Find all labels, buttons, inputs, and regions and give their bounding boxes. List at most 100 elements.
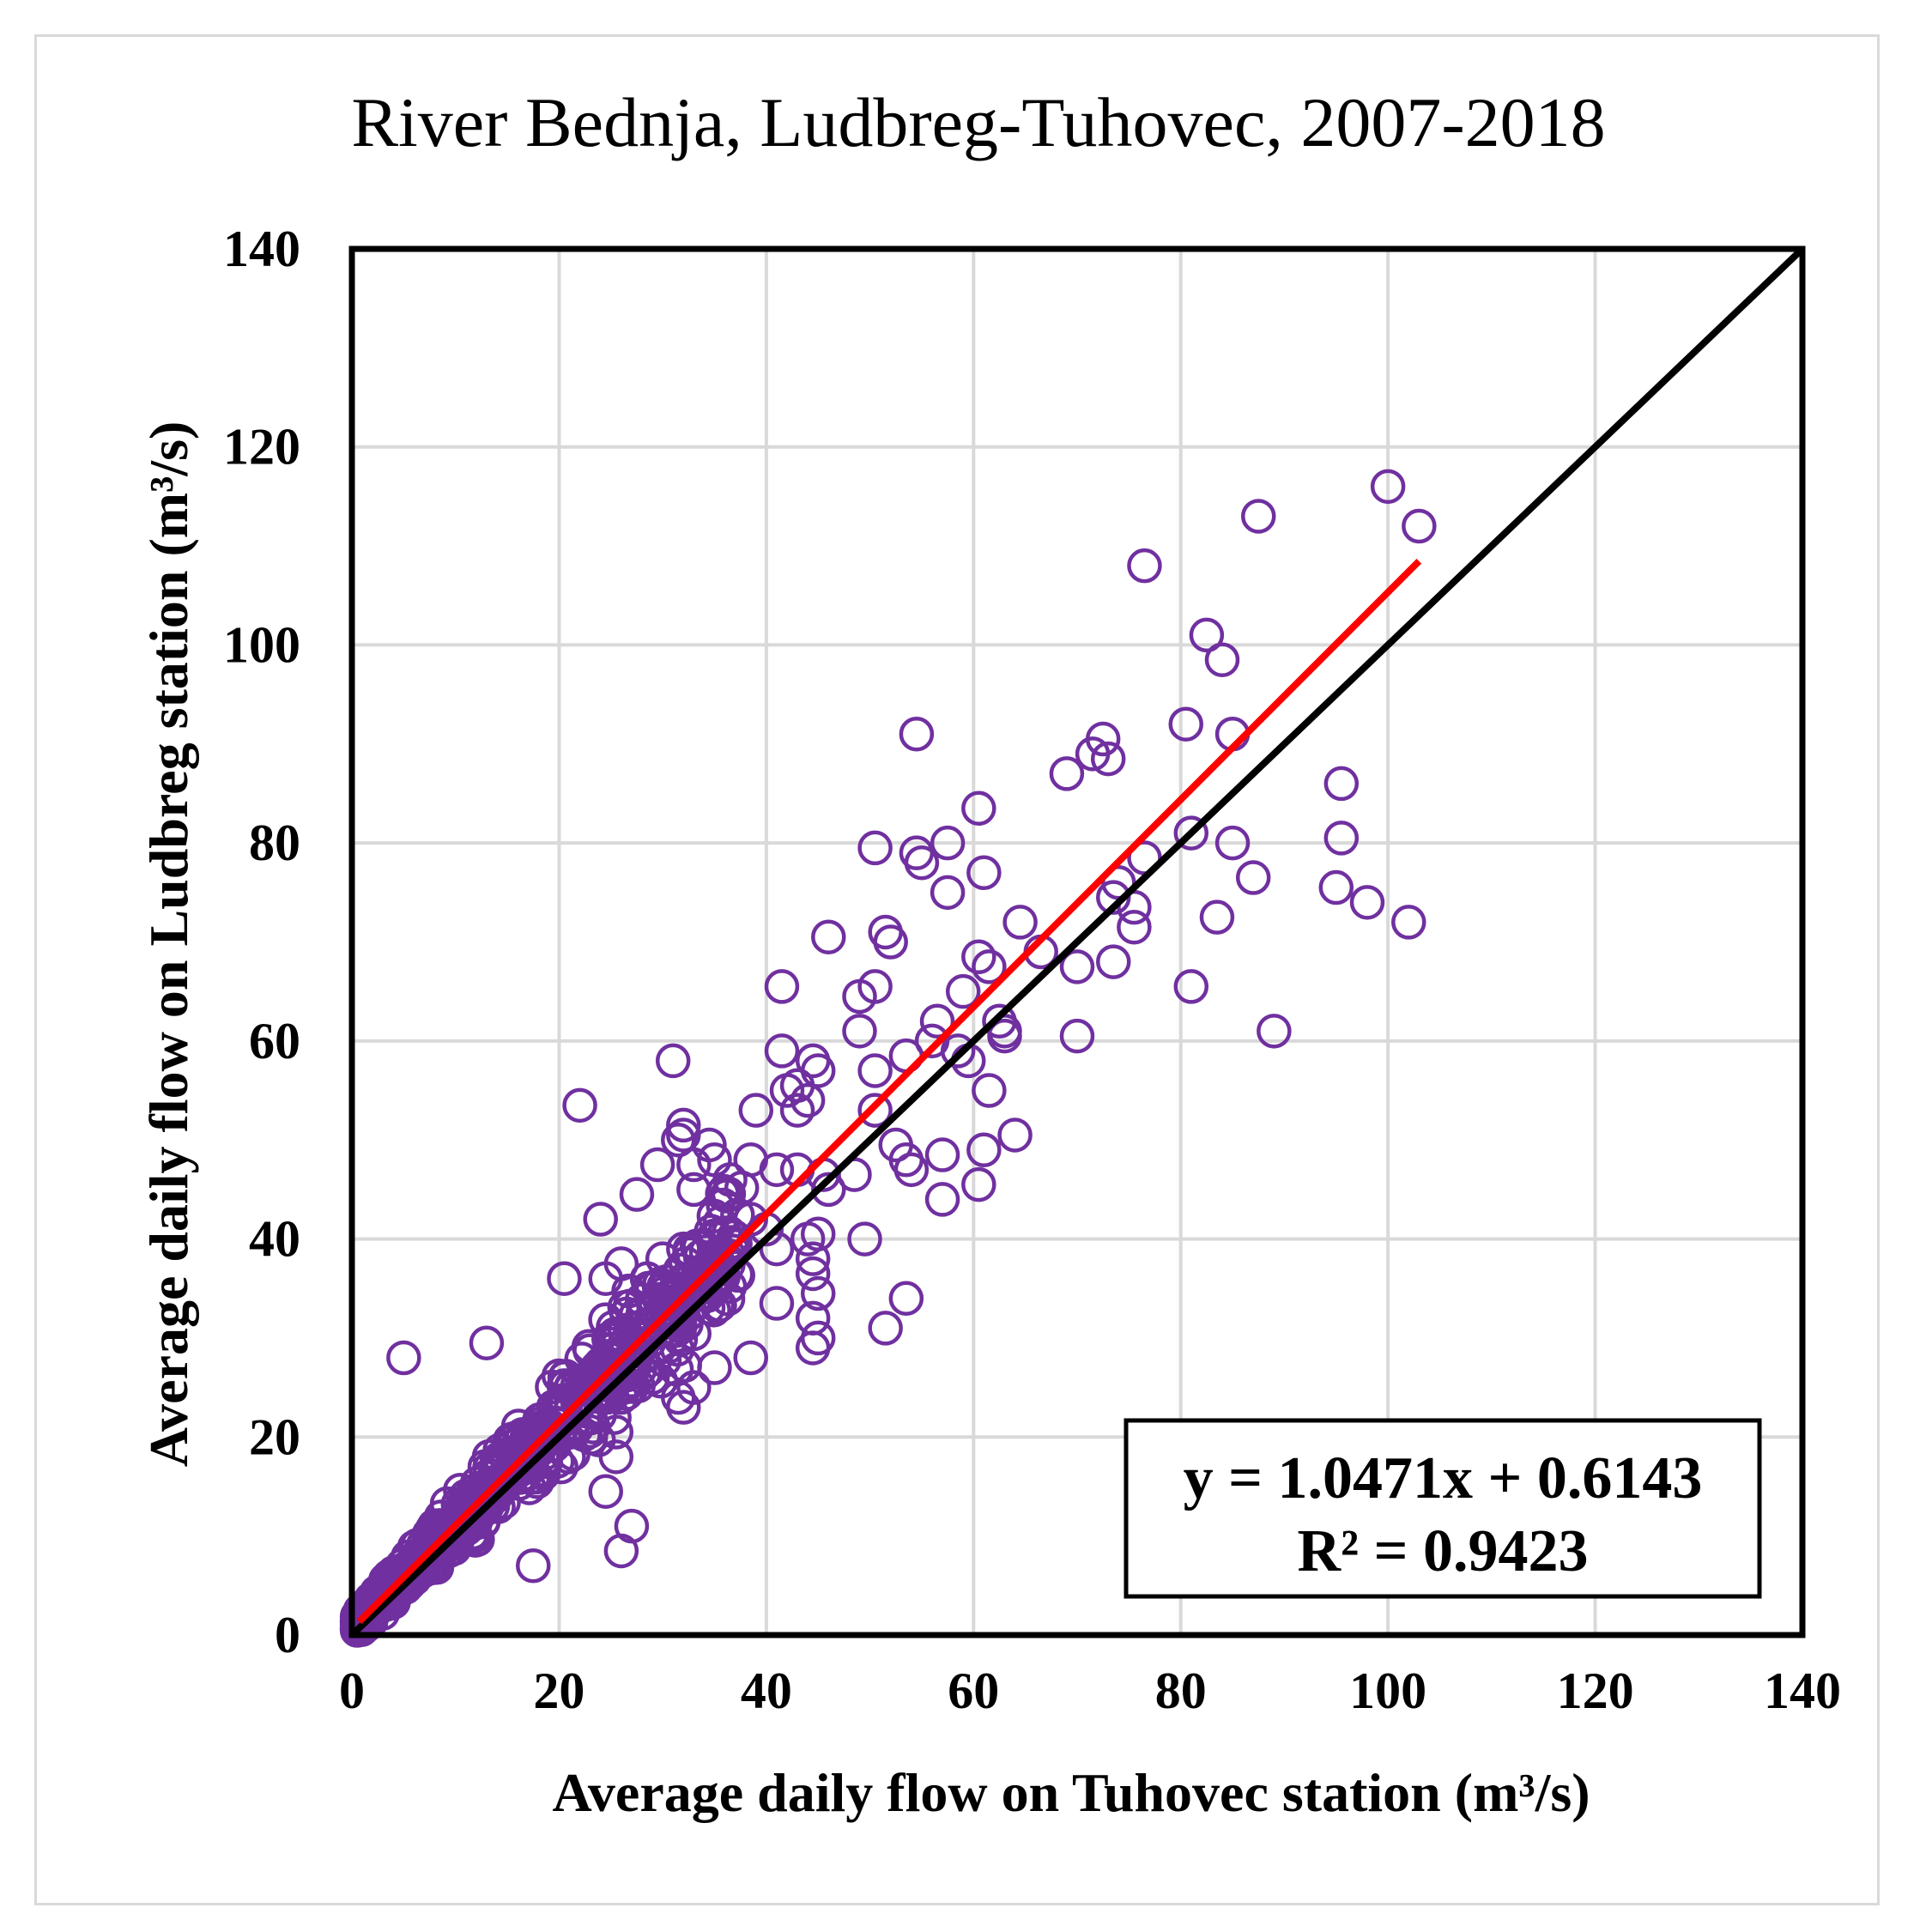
- data-point: [1349, 885, 1385, 920]
- data-point: [1204, 642, 1240, 677]
- data-point: [930, 825, 966, 861]
- data-point: [339, 1607, 375, 1642]
- data-point: [666, 1231, 701, 1267]
- data-point: [769, 1073, 805, 1108]
- data-point: [1370, 469, 1406, 505]
- data-point: [562, 1087, 597, 1123]
- data-point: [1059, 1018, 1095, 1054]
- data-point: [795, 1330, 831, 1366]
- data-point: [930, 875, 966, 911]
- y-tick-label: 120: [223, 419, 300, 475]
- data-point: [795, 1241, 831, 1276]
- data-point: [709, 1178, 744, 1214]
- data-point: [1189, 617, 1225, 653]
- data-point: [718, 1226, 753, 1262]
- x-tick-label: 40: [741, 1662, 792, 1719]
- data-point: [997, 1117, 1033, 1153]
- data-point: [764, 1033, 800, 1069]
- x-tick-label: 140: [1764, 1662, 1841, 1719]
- data-point: [468, 1469, 503, 1504]
- data-point: [645, 1241, 681, 1276]
- x-tick-label: 0: [339, 1662, 365, 1719]
- data-point: [945, 973, 981, 1009]
- data-point: [598, 1320, 634, 1356]
- data-point: [1090, 741, 1126, 777]
- x-tick-label: 80: [1155, 1662, 1207, 1719]
- data-point: [524, 1426, 560, 1462]
- data-point: [847, 1221, 882, 1257]
- data-point: [873, 924, 908, 960]
- data-point: [1096, 944, 1131, 979]
- data-point: [790, 1082, 826, 1118]
- data-point: [666, 1107, 701, 1143]
- data-point: [1391, 905, 1426, 940]
- data-point: [516, 1548, 551, 1584]
- data-point: [1235, 860, 1271, 895]
- data-point: [1096, 880, 1131, 915]
- x-tick-label: 20: [533, 1662, 584, 1719]
- y-tick-label: 140: [223, 221, 300, 277]
- data-point: [548, 1368, 584, 1403]
- data-point: [1323, 821, 1360, 856]
- data-point: [619, 1177, 655, 1212]
- y-tick-label: 80: [249, 815, 300, 871]
- x-tick-label: 60: [948, 1662, 999, 1719]
- data-point: [1214, 825, 1251, 861]
- data-point: [888, 1281, 924, 1317]
- x-tick-label: 120: [1557, 1662, 1634, 1719]
- data-point: [1059, 949, 1095, 984]
- data-point: [625, 1295, 661, 1331]
- data-point: [555, 1436, 591, 1472]
- y-tick-label: 40: [249, 1211, 300, 1268]
- data-point: [1002, 905, 1038, 940]
- data-point: [857, 1053, 893, 1088]
- y-tick-label: 60: [249, 1013, 300, 1069]
- data-point: [966, 855, 1002, 890]
- data-point: [961, 939, 996, 975]
- data-point: [924, 1137, 960, 1172]
- y-axis-label: Average daily flow on Ludbreg station (m…: [138, 421, 199, 1468]
- identity-line: [349, 246, 1805, 1638]
- plot-border: [348, 245, 1806, 1638]
- data-point: [893, 1152, 930, 1188]
- data-point: [583, 1202, 618, 1237]
- data-point: [904, 845, 940, 881]
- data-point: [961, 1166, 996, 1202]
- data-points: [339, 469, 1437, 1648]
- trendline: [356, 558, 1422, 1625]
- data-point: [1257, 1014, 1292, 1049]
- data-point: [899, 717, 935, 752]
- data-point: [639, 1147, 675, 1183]
- data-point: [1117, 909, 1152, 945]
- data-point: [598, 1439, 634, 1475]
- data-point: [759, 1152, 795, 1188]
- equation-box: y = 1.0471x + 0.6143 R² = 0.9423: [1123, 1418, 1762, 1599]
- data-point: [386, 1340, 421, 1376]
- data-point: [924, 1182, 960, 1217]
- data-point: [1402, 508, 1437, 544]
- data-point: [447, 1502, 482, 1537]
- data-point: [759, 1286, 795, 1321]
- data-point: [972, 949, 1007, 984]
- data-point: [800, 1216, 836, 1252]
- data-point: [603, 1533, 639, 1569]
- r-squared: R² = 0.9423: [1298, 1518, 1589, 1584]
- data-point: [868, 1311, 903, 1346]
- data-point: [712, 1162, 748, 1197]
- data-point: [800, 1053, 836, 1088]
- data-point: [598, 1414, 634, 1450]
- data-point: [733, 1340, 768, 1376]
- data-point: [1173, 815, 1209, 851]
- data-point: [1323, 766, 1360, 802]
- data-point: [972, 1073, 1007, 1108]
- data-point: [1199, 899, 1235, 935]
- reference-lines: [349, 246, 1805, 1638]
- data-point: [1173, 969, 1209, 1004]
- data-point: [696, 1218, 732, 1254]
- data-point: [588, 1474, 623, 1509]
- data-point: [634, 1360, 670, 1396]
- y-tick-label: 0: [275, 1607, 300, 1663]
- data-point: [961, 790, 996, 827]
- data-point: [919, 1003, 955, 1039]
- data-point: [1241, 499, 1276, 534]
